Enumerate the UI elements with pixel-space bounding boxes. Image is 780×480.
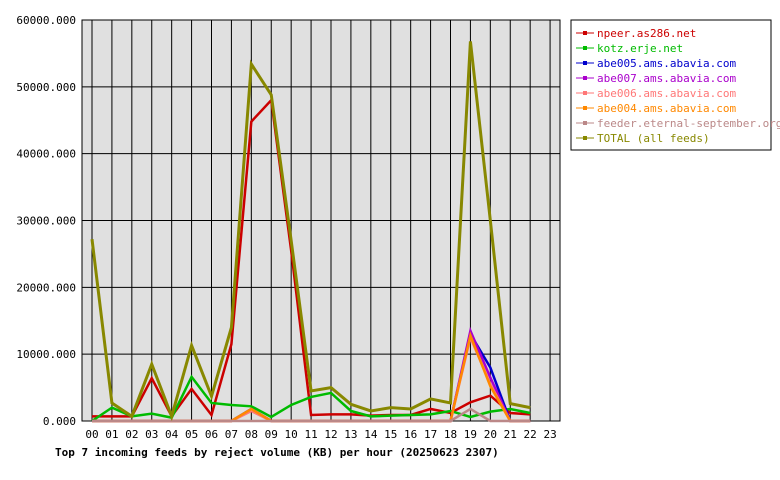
legend-marker xyxy=(583,31,587,35)
x-tick-label: 20 xyxy=(484,428,497,441)
x-tick-label: 00 xyxy=(85,428,98,441)
series-line xyxy=(92,407,531,423)
x-tick-label: 22 xyxy=(524,428,537,441)
series-line xyxy=(90,41,531,422)
x-tick-label: 18 xyxy=(444,428,457,441)
legend-entry: abe005.ams.abavia.com xyxy=(597,57,736,70)
legend-marker xyxy=(583,91,587,95)
x-tick-label: 07 xyxy=(225,428,238,441)
legend-marker xyxy=(583,106,587,110)
y-tick-label: 0.000 xyxy=(43,415,76,428)
y-tick-label: 10000.000 xyxy=(16,348,76,361)
x-tick-label: 14 xyxy=(364,428,378,441)
x-tick-label: 19 xyxy=(464,428,477,441)
series-lines xyxy=(90,41,531,423)
x-tick-label: 15 xyxy=(384,428,397,441)
x-tick-label: 04 xyxy=(165,428,179,441)
grid-lines xyxy=(82,19,560,422)
series-line xyxy=(92,97,531,419)
legend-entry: kotz.erje.net xyxy=(597,42,683,55)
series-line xyxy=(91,374,531,423)
y-tick-label: 30000.000 xyxy=(16,215,76,228)
x-tick-label: 11 xyxy=(304,428,317,441)
legend-entry: TOTAL (all feeds) xyxy=(597,132,710,145)
y-tick-label: 40000.000 xyxy=(16,148,76,161)
legend-box xyxy=(570,19,772,151)
x-tick-label: 09 xyxy=(265,428,278,441)
legend-entry: abe006.ams.abavia.com xyxy=(597,87,736,100)
x-axis-tick-labels: 00 01 02 03 04 05 06 07 08 09 10 11 12 13 14 15 16 17 18 19… xyxy=(85,428,556,441)
legend-entry: abe007.ams.abavia.com xyxy=(597,72,736,85)
x-tick-label: 03 xyxy=(145,428,158,441)
x-tick-label: 17 xyxy=(424,428,437,441)
x-tick-label: 21 xyxy=(504,428,517,441)
legend-marker xyxy=(583,46,587,50)
x-tick-label: 10 xyxy=(285,428,298,441)
y-tick-label: 50000.000 xyxy=(16,81,76,94)
y-tick-label: 60000.000 xyxy=(16,14,76,27)
x-tick-label: 02 xyxy=(125,428,138,441)
x-tick-label: 12 xyxy=(324,428,337,441)
x-tick-label: 05 xyxy=(185,428,198,441)
y-axis-tick-labels: 0.000 10000.000 20000.000 30000.000 40000.00… xyxy=(16,14,76,428)
legend-marker xyxy=(583,136,587,140)
legend-entry: npeer.as286.net xyxy=(597,27,696,40)
legend-entry: feeder.eternal-september.org xyxy=(597,117,780,130)
x-tick-label: 06 xyxy=(205,428,218,441)
legend-entry: abe004.ams.abavia.com xyxy=(597,102,736,115)
legend-marker xyxy=(583,76,587,80)
x-tick-label: 16 xyxy=(404,428,417,441)
x-tick-label: 23 xyxy=(543,428,556,441)
x-tick-label: 13 xyxy=(344,428,357,441)
legend: npeer.as286.net kotz.erje.net abe005.ams.a… xyxy=(570,19,780,151)
x-tick-label: 08 xyxy=(245,428,258,441)
legend-marker xyxy=(583,121,587,125)
legend-marker xyxy=(583,61,587,65)
y-tick-label: 20000.000 xyxy=(16,281,76,294)
chart-title: Top 7 incoming feeds by reject volume (K… xyxy=(55,446,499,459)
x-tick-label: 01 xyxy=(105,428,118,441)
